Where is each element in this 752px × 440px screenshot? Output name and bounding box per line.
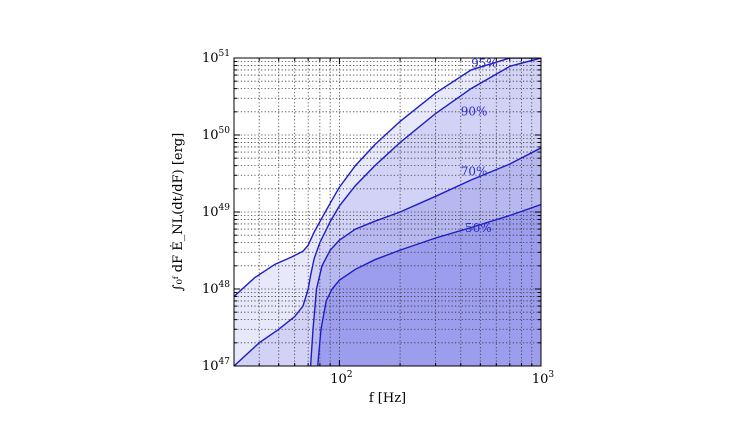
y-tick-label-base: 10 <box>202 51 219 66</box>
y-tick-label-base: 10 <box>202 282 219 297</box>
y-tick-label-base: 10 <box>202 128 219 143</box>
y-tick-label: 1050 <box>202 126 230 143</box>
y-tick-label: 1048 <box>202 280 230 297</box>
axis-ticks <box>233 57 542 367</box>
y-tick-label-base: 10 <box>202 359 219 374</box>
y-tick-label-exp: 48 <box>219 280 231 290</box>
y-axis-label: ∫₀ᶠ dF Ė_NL(dt/dF) [erg] <box>169 133 186 291</box>
fill-region-50pct <box>317 204 541 366</box>
y-tick-label-base: 10 <box>202 205 219 220</box>
y-tick-label-exp: 51 <box>219 49 230 59</box>
x-tick-label-base: 10 <box>330 372 347 387</box>
curves <box>234 58 541 366</box>
series-line-90pct <box>234 58 541 366</box>
x-tick-label-exp: 2 <box>347 370 353 380</box>
y-tick-label-exp: 47 <box>219 357 231 367</box>
curve-label-70pct: 70% <box>461 164 488 178</box>
fill-regions <box>234 58 541 366</box>
x-tick-label-exp: 3 <box>548 370 554 380</box>
x-axis-label: f [Hz] <box>369 391 406 406</box>
y-tick-label: 1047 <box>202 357 230 374</box>
series-line-95pct <box>234 58 541 298</box>
y-tick-label: 1049 <box>202 203 230 220</box>
x-tick-label: 102 <box>330 370 352 387</box>
y-tick-label: 1051 <box>202 49 230 66</box>
series-line-50pct <box>317 203 541 366</box>
curve-label-90pct: 90% <box>461 104 488 118</box>
y-tick-label-exp: 49 <box>219 203 231 213</box>
y-tick-label-exp: 50 <box>219 126 231 136</box>
series-line-70pct <box>309 147 541 366</box>
x-tick-label-base: 10 <box>532 372 549 387</box>
grid-lines <box>234 58 541 366</box>
x-tick-label: 103 <box>532 370 555 387</box>
curve-labels: 95% 90% 70% 50% <box>461 57 498 235</box>
curve-label-95pct: 95% <box>471 57 498 71</box>
curve-label-50pct: 50% <box>465 221 492 235</box>
